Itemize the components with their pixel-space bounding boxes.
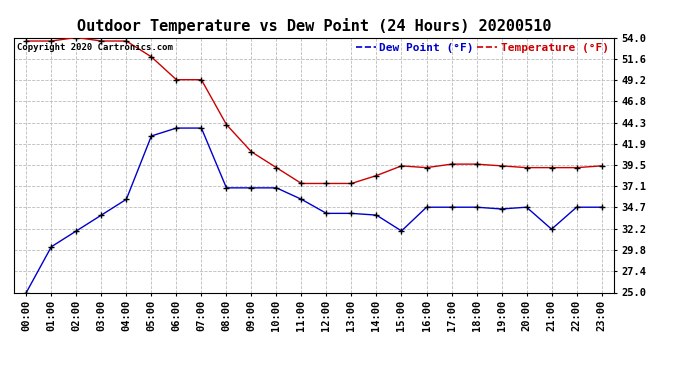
Legend: Dew Point (°F), Temperature (°F): Dew Point (°F), Temperature (°F) [352, 39, 613, 57]
Title: Outdoor Temperature vs Dew Point (24 Hours) 20200510: Outdoor Temperature vs Dew Point (24 Hou… [77, 18, 551, 33]
Text: Copyright 2020 Cartronics.com: Copyright 2020 Cartronics.com [17, 43, 172, 52]
